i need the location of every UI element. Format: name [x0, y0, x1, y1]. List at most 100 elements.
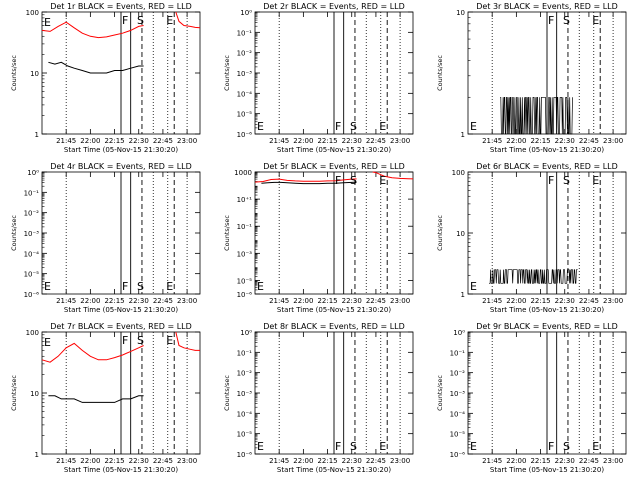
- x-tick-label: 22:00: [293, 297, 313, 305]
- y-axis-label: Counts/sec: [223, 55, 231, 91]
- y-tick-label: 10⁻⁴: [450, 410, 466, 418]
- marker-letter-f: F: [122, 280, 128, 293]
- x-axis-label: Start Time (05-Nov-15 21:30:20): [490, 306, 604, 314]
- y-axis-label: Counts/sec: [10, 375, 18, 411]
- y-tick-label: 10⁻¹: [237, 349, 253, 357]
- panel-title: Det 9r BLACK = Events, RED = LLD: [476, 322, 618, 331]
- x-tick-label: 21:45: [56, 137, 76, 145]
- x-tick-label: 22:00: [80, 137, 100, 145]
- y-tick-label: 10⁻³: [237, 390, 253, 398]
- marker-letter-s: S: [350, 120, 357, 133]
- x-tick-label: 22:15: [317, 297, 337, 305]
- y-tick-label: 10⁰: [240, 329, 252, 337]
- marker-letter-e: E: [44, 336, 51, 349]
- y-axis-label: Counts/sec: [436, 375, 444, 411]
- y-tick-label: 10⁰: [27, 169, 39, 177]
- x-tick-label: 21:45: [482, 457, 502, 465]
- y-tick-label: 10⁻¹: [237, 29, 253, 37]
- x-tick-label: 22:00: [293, 137, 313, 145]
- detector-panel-5: Det 5r BLACK = Events, RED = LLD 1000 10⁺¹…: [223, 162, 414, 314]
- x-tick-label: 21:45: [56, 457, 76, 465]
- marker-letter-s: S: [563, 440, 570, 453]
- panel-title: Det 4r BLACK = Events, RED = LLD: [50, 162, 192, 171]
- y-tick-label: 10⁻⁵: [24, 271, 40, 279]
- y-tick-label: 10⁰: [453, 329, 465, 337]
- y-tick-label: 10⁻²: [237, 50, 253, 58]
- x-axis-label: Start Time (05-Nov-15 21:30:20): [64, 146, 178, 154]
- x-tick-label: 22:15: [530, 457, 550, 465]
- panel-title: Det 2r BLACK = Events, RED = LLD: [263, 2, 405, 11]
- x-tick-label: 22:30: [555, 457, 575, 465]
- lld-series-line: [41, 21, 144, 39]
- x-tick-label: 22:45: [153, 137, 173, 145]
- y-tick-label: 10⁻⁴: [237, 410, 253, 418]
- detector-panel-1: Det 1r BLACK = Events, RED = LLD 1 10 100 Co…: [10, 2, 201, 154]
- x-tick-label: 21:45: [269, 457, 289, 465]
- x-tick-label: 21:45: [482, 137, 502, 145]
- x-tick-label: 22:00: [80, 297, 100, 305]
- marker-letter-f: F: [548, 14, 554, 27]
- marker-letter-e: E: [470, 120, 477, 133]
- marker-letter-f: F: [335, 174, 341, 187]
- x-tick-label: 23:00: [603, 457, 623, 465]
- y-tick-label: 10⁻²: [450, 370, 466, 378]
- x-tick-label: 21:45: [56, 297, 76, 305]
- y-tick-label: 10⁻⁴: [237, 90, 253, 98]
- x-tick-label: 22:30: [555, 137, 575, 145]
- y-axis-label: Counts/sec: [223, 375, 231, 411]
- x-tick-label: 22:30: [342, 137, 362, 145]
- y-tick-label: 10⁻¹: [450, 349, 466, 357]
- x-tick-label: 22:15: [104, 137, 124, 145]
- panel-title: Det 8r BLACK = Events, RED = LLD: [263, 322, 405, 331]
- y-axis-label: Counts/sec: [223, 215, 231, 251]
- y-tick-label: 1: [35, 131, 39, 139]
- x-tick-label: 21:45: [482, 297, 502, 305]
- x-tick-label: 22:30: [342, 457, 362, 465]
- y-tick-label: 10⁻⁶: [450, 451, 466, 459]
- lld-series-line: [372, 171, 414, 180]
- x-tick-label: 22:45: [153, 457, 173, 465]
- x-tick-label: 23:00: [177, 457, 197, 465]
- y-tick-label: 10⁻¹: [237, 223, 253, 231]
- marker-letter-s: S: [350, 174, 357, 187]
- x-tick-label: 22:45: [153, 297, 173, 305]
- marker-letter-e: E: [166, 14, 173, 27]
- y-tick-label: 10⁻³: [237, 70, 253, 78]
- marker-letter-e: E: [592, 174, 599, 187]
- x-axis-label: Start Time (05-Nov-15 21:30:20): [277, 146, 391, 154]
- marker-letter-f: F: [122, 334, 128, 347]
- x-tick-label: 22:00: [506, 297, 526, 305]
- x-tick-label: 22:15: [104, 297, 124, 305]
- detector-panel-4: Det 4r BLACK = Events, RED = LLD 10⁰ 10⁻¹ 1…: [10, 162, 201, 314]
- x-axis-label: Start Time (05-Nov-15 21:30:20): [490, 466, 604, 474]
- lld-series-line: [175, 331, 200, 351]
- x-tick-label: 23:00: [177, 137, 197, 145]
- x-tick-label: 22:30: [129, 457, 149, 465]
- panel-title: Det 1r BLACK = Events, RED = LLD: [50, 2, 192, 11]
- detector-panel-9: Det 9r BLACK = Events, RED = LLD 10⁰ 10⁻¹ 1…: [436, 322, 627, 474]
- y-tick-label: 10⁻²: [237, 370, 253, 378]
- x-tick-label: 22:45: [366, 297, 386, 305]
- x-tick-label: 22:30: [129, 137, 149, 145]
- y-axis-label: Counts/sec: [436, 55, 444, 91]
- lld-series-line: [175, 11, 201, 29]
- y-axis-label: Counts/sec: [10, 215, 18, 251]
- x-tick-label: 23:00: [603, 137, 623, 145]
- y-tick-label: 10: [30, 70, 39, 78]
- x-tick-label: 22:45: [579, 297, 599, 305]
- x-tick-label: 22:15: [530, 297, 550, 305]
- y-tick-label: 100: [26, 9, 39, 17]
- x-tick-label: 22:30: [555, 297, 575, 305]
- x-tick-label: 23:00: [390, 297, 410, 305]
- x-tick-label: 22:15: [104, 457, 124, 465]
- x-tick-label: 22:00: [506, 457, 526, 465]
- marker-letter-e: E: [44, 280, 51, 293]
- marker-letter-e: E: [470, 280, 477, 293]
- y-tick-label: 10⁻⁵: [237, 277, 253, 285]
- x-tick-label: 22:45: [366, 457, 386, 465]
- x-axis-label: Start Time (05-Nov-15 21:30:20): [490, 146, 604, 154]
- x-tick-label: 22:15: [317, 457, 337, 465]
- marker-letter-f: F: [548, 174, 554, 187]
- marker-letter-s: S: [350, 440, 357, 453]
- x-tick-label: 22:00: [293, 457, 313, 465]
